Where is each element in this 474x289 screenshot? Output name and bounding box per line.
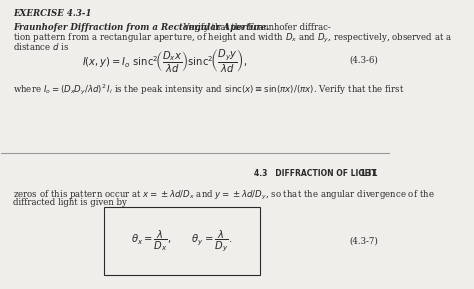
- Text: Fraunhofer Diffraction from a Rectangular Aperture.: Fraunhofer Diffraction from a Rectangula…: [13, 23, 269, 32]
- Text: (4.3-7): (4.3-7): [349, 236, 378, 245]
- Text: zeros of this pattern occur at $x = \pm\lambda d/D_x$ and $y = \pm\lambda d/D_y$: zeros of this pattern occur at $x = \pm\…: [13, 189, 435, 202]
- Text: $I(x,y) = I_o\ \mathrm{sinc}^2\!\left(\dfrac{D_x x}{\lambda d}\right) \mathrm{si: $I(x,y) = I_o\ \mathrm{sinc}^2\!\left(\d…: [82, 47, 247, 74]
- Text: EXERCISE 4.3-1: EXERCISE 4.3-1: [13, 9, 91, 18]
- Text: distance $d$ is: distance $d$ is: [13, 41, 70, 52]
- Text: 4.3   DIFFRACTION OF LIGHT: 4.3 DIFFRACTION OF LIGHT: [254, 169, 376, 178]
- Text: tion pattern from a rectangular aperture, of height and width $D_x$ and $D_y$, r: tion pattern from a rectangular aperture…: [13, 32, 452, 45]
- Text: $\theta_x = \dfrac{\lambda}{D_x},\qquad \theta_y = \dfrac{\lambda}{D_y}.$: $\theta_x = \dfrac{\lambda}{D_x},\qquad …: [131, 228, 233, 254]
- Text: diffracted light is given by: diffracted light is given by: [13, 198, 127, 207]
- Text: where $I_o = (D_x D_y/\lambda d)^2\,I_i$ is the peak intensity and $\mathrm{sinc: where $I_o = (D_x D_y/\lambda d)^2\,I_i$…: [13, 82, 405, 97]
- Text: (4.3-6): (4.3-6): [349, 55, 378, 64]
- Text: Verify that the Fraunhofer diffrac-: Verify that the Fraunhofer diffrac-: [178, 23, 331, 32]
- FancyBboxPatch shape: [104, 208, 260, 275]
- Text: 131: 131: [359, 169, 378, 178]
